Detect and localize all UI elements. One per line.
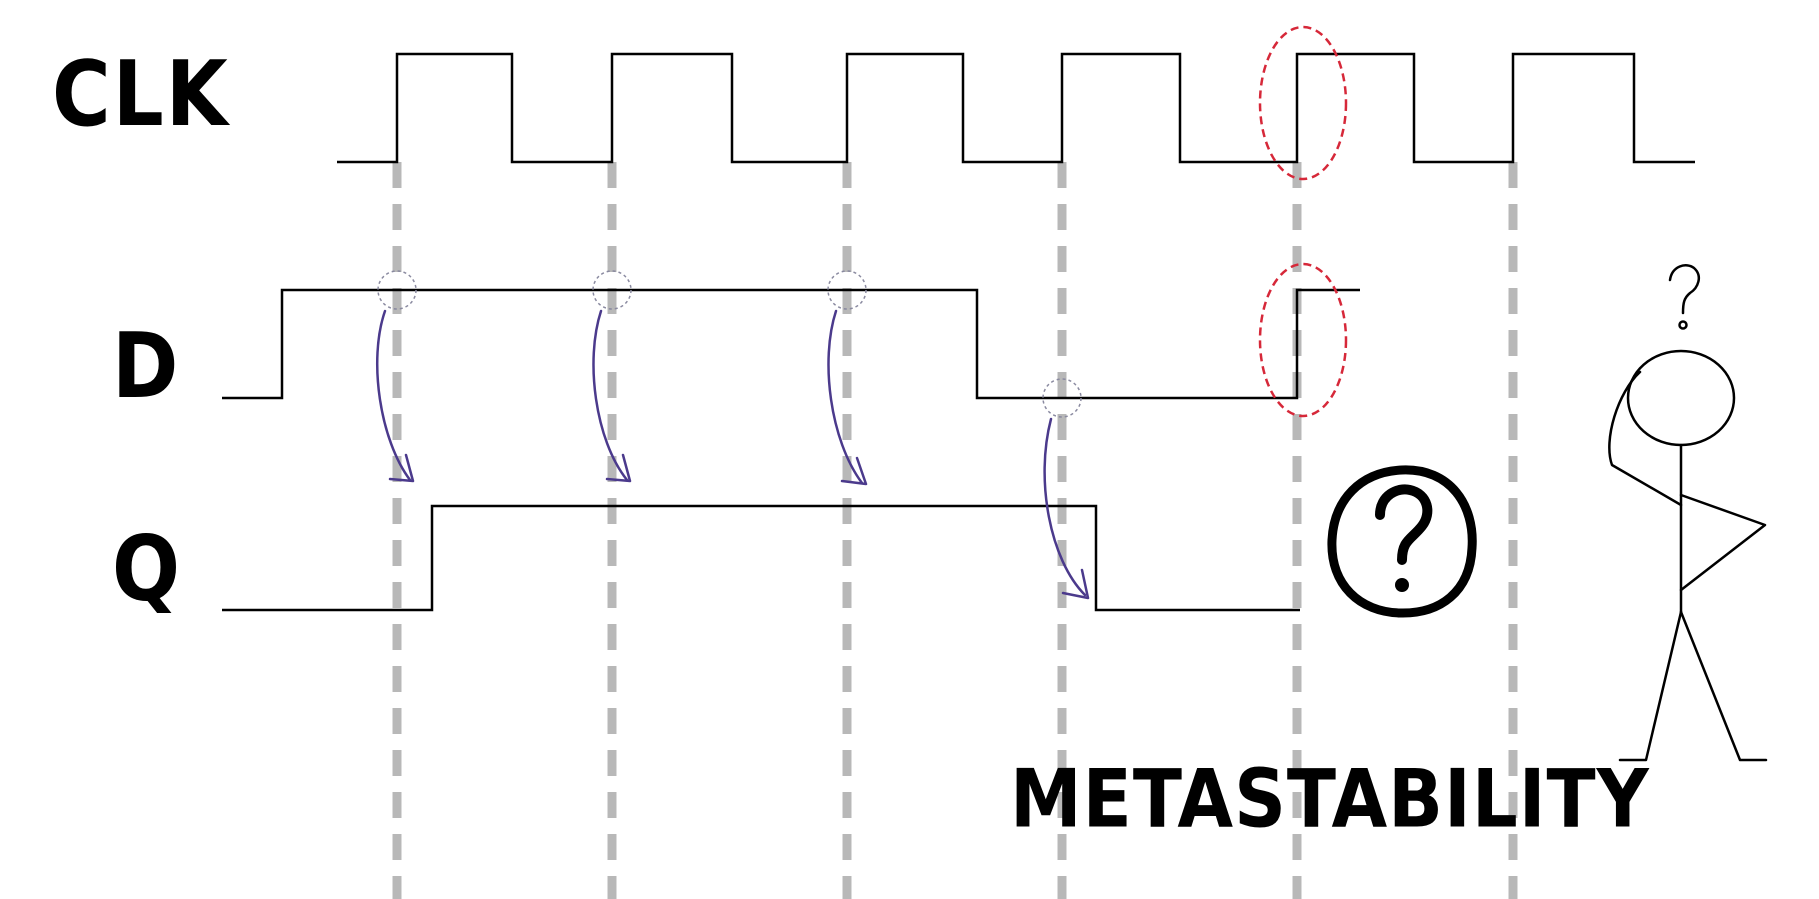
arrow-4-head bbox=[1061, 568, 1090, 600]
sample-circle-1 bbox=[377, 270, 417, 310]
arrow-2-head bbox=[605, 453, 632, 483]
person-head bbox=[1626, 349, 1736, 447]
thinking-question-hook bbox=[1668, 264, 1701, 315]
sample-points bbox=[377, 270, 1082, 418]
q-waveform bbox=[222, 504, 1300, 612]
sample-circle-3 bbox=[827, 270, 867, 310]
confused-person-icon bbox=[1608, 264, 1768, 762]
person-left-arm bbox=[1608, 370, 1683, 507]
person-right-arm bbox=[1679, 493, 1767, 592]
diagram-title: METASTABILITY bbox=[1010, 751, 1650, 846]
arrow-1-head bbox=[388, 453, 415, 483]
person-right-leg bbox=[1679, 610, 1768, 762]
d-waveform bbox=[222, 288, 1360, 400]
thinking-question-dot bbox=[1678, 320, 1688, 330]
clk-edge-highlight bbox=[1258, 25, 1348, 181]
question-badge-dot bbox=[1395, 578, 1409, 592]
propagation-arrows bbox=[376, 309, 1090, 600]
d-transition-highlight bbox=[1258, 262, 1348, 418]
q-signal-label: Q bbox=[112, 517, 181, 622]
arrow-3-head bbox=[840, 456, 868, 486]
question-badge-hook bbox=[1375, 484, 1433, 565]
clk-signal-label: CLK bbox=[52, 42, 230, 147]
question-badge-ring bbox=[1327, 465, 1477, 618]
sample-circle-4 bbox=[1042, 378, 1082, 418]
arrow-1 bbox=[376, 309, 412, 482]
arrow-3 bbox=[827, 309, 864, 485]
sample-circle-2 bbox=[592, 270, 632, 310]
violation-highlights bbox=[1258, 25, 1348, 418]
clk-waveform bbox=[337, 52, 1695, 164]
question-badge-icon bbox=[1327, 465, 1477, 618]
person-left-leg bbox=[1618, 610, 1683, 762]
arrow-4 bbox=[1043, 417, 1087, 597]
arrow-2 bbox=[592, 309, 629, 482]
d-signal-label: D bbox=[112, 314, 179, 419]
